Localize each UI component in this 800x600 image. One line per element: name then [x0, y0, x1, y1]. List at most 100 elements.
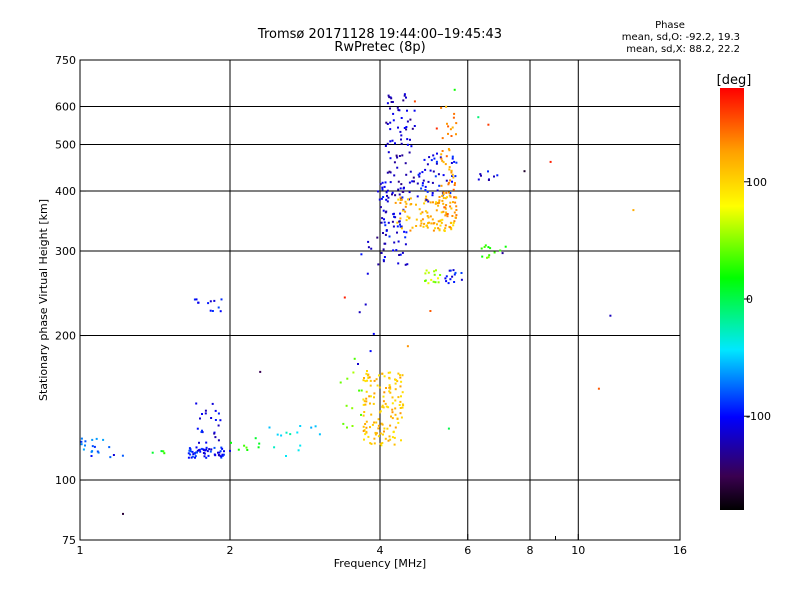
data-point: [401, 196, 404, 199]
data-point: [423, 202, 426, 205]
data-point: [405, 173, 408, 176]
y-tick-label: 500: [55, 139, 76, 152]
data-point: [415, 225, 418, 227]
data-point: [435, 201, 438, 204]
data-point: [389, 171, 392, 174]
data-point: [443, 206, 446, 209]
data-point: [436, 152, 438, 155]
data-point: [189, 453, 192, 456]
y-tick-label: 75: [62, 534, 76, 547]
data-point: [484, 244, 487, 247]
data-point: [276, 433, 279, 436]
data-point: [386, 200, 389, 203]
data-point: [220, 446, 223, 449]
data-point: [422, 179, 425, 182]
data-point: [190, 456, 193, 459]
data-point: [200, 447, 203, 450]
data-point: [431, 218, 434, 221]
data-point: [371, 423, 374, 426]
data-point: [439, 224, 442, 227]
data-point: [455, 209, 458, 211]
data-point: [440, 184, 443, 187]
data-point: [382, 260, 385, 263]
data-point: [421, 184, 424, 187]
data-point: [384, 211, 387, 214]
data-point: [441, 137, 444, 140]
data-point: [403, 94, 406, 97]
data-point: [204, 449, 206, 452]
data-point: [445, 280, 448, 283]
data-point: [454, 182, 456, 185]
data-point: [389, 387, 392, 390]
data-point: [383, 221, 386, 224]
data-point: [285, 455, 287, 457]
data-point: [369, 426, 371, 429]
data-point: [397, 188, 400, 191]
data-point: [382, 232, 384, 234]
data-point: [439, 219, 442, 222]
data-point: [372, 332, 375, 335]
data-point: [387, 94, 390, 97]
data-point: [220, 456, 223, 459]
data-point: [198, 441, 200, 444]
data-point: [496, 174, 499, 177]
data-point: [426, 211, 429, 214]
data-point: [406, 109, 408, 112]
data-point: [408, 181, 411, 184]
data-point: [396, 106, 399, 109]
data-point: [409, 138, 411, 141]
data-point: [444, 197, 447, 200]
data-point: [448, 194, 451, 197]
data-point: [217, 412, 220, 415]
data-point: [441, 150, 444, 152]
data-point: [93, 445, 96, 448]
data-point: [392, 225, 395, 228]
data-point: [451, 275, 454, 278]
data-point: [454, 201, 457, 204]
data-point: [403, 127, 406, 129]
data-point: [383, 218, 385, 221]
data-point: [237, 448, 240, 451]
data-point: [151, 451, 154, 454]
data-point: [444, 163, 447, 166]
data-point: [430, 159, 433, 162]
data-point: [369, 379, 372, 382]
data-point: [453, 273, 456, 276]
data-point: [398, 404, 401, 406]
data-point: [219, 310, 222, 313]
data-point: [213, 453, 216, 456]
data-point: [365, 400, 368, 403]
data-point: [367, 240, 370, 243]
data-point: [428, 156, 431, 159]
data-point: [412, 176, 415, 179]
data-point: [380, 252, 383, 254]
phase-o-stats: mean, sd,O: -92.2, 19.3: [621, 32, 740, 43]
data-point: [433, 270, 436, 273]
data-point: [404, 200, 407, 203]
colorbar-tick-label: -100: [746, 410, 771, 423]
data-point: [438, 184, 441, 187]
data-point: [396, 231, 398, 234]
data-point: [597, 387, 600, 390]
data-point: [209, 309, 212, 312]
data-point: [434, 175, 437, 178]
data-point: [444, 227, 447, 230]
data-point: [370, 413, 373, 416]
data-point: [386, 123, 389, 125]
data-point: [391, 191, 394, 194]
data-point: [188, 449, 191, 452]
data-point: [84, 440, 87, 443]
data-point: [401, 154, 404, 157]
data-point: [499, 249, 502, 252]
data-point: [400, 134, 403, 137]
data-point: [399, 199, 402, 202]
data-point: [82, 448, 85, 451]
data-point: [382, 433, 384, 436]
data-point: [446, 196, 448, 199]
data-point: [418, 175, 421, 178]
data-point: [453, 281, 456, 283]
data-point: [383, 430, 385, 433]
data-point: [445, 155, 448, 158]
data-point: [437, 173, 440, 176]
data-point: [399, 376, 402, 379]
